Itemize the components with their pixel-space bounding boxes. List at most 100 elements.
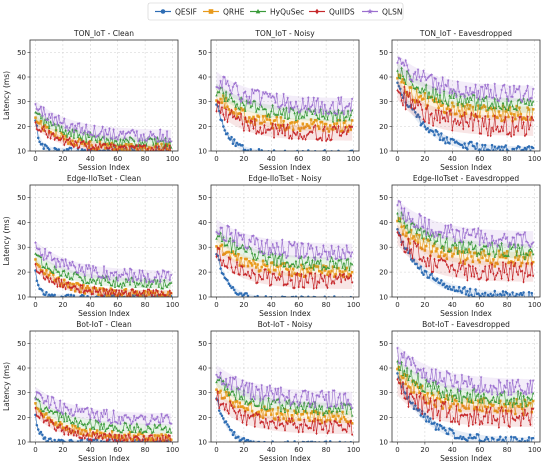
data-point: [300, 422, 303, 426]
data-point: [223, 99, 226, 103]
data-point: [475, 232, 479, 236]
data-point: [226, 132, 229, 135]
data-point: [422, 389, 425, 393]
data-point: [138, 151, 141, 154]
data-point: [139, 413, 143, 417]
data-point: [293, 395, 297, 399]
data-point: [109, 271, 113, 275]
data-point: [519, 423, 522, 427]
data-point: [254, 258, 258, 261]
data-point: [453, 246, 457, 249]
data-point: [149, 433, 152, 437]
data-point: [257, 273, 261, 277]
data-point: [334, 257, 338, 261]
data-point: [471, 90, 475, 94]
data-point: [416, 100, 420, 103]
data-point: [50, 395, 54, 399]
data-point: [152, 430, 155, 433]
data-point: [36, 108, 40, 112]
data-point: [64, 428, 67, 432]
data-point: [469, 117, 472, 121]
data-point: [124, 146, 127, 150]
data-point: [481, 97, 484, 100]
data-point: [503, 293, 506, 297]
data-point: [53, 401, 57, 405]
y-tick-label: 30: [17, 389, 26, 397]
data-point: [245, 257, 248, 261]
data-point: [149, 280, 153, 284]
data-point: [451, 429, 454, 432]
data-point: [508, 85, 512, 89]
data-point: [293, 286, 296, 290]
data-point: [261, 90, 265, 94]
y-axis-label: Latency (ms): [2, 216, 11, 265]
data-point: [78, 137, 81, 141]
data-point: [244, 409, 247, 413]
data-point: [486, 108, 490, 111]
data-point: [101, 294, 104, 297]
data-point: [497, 243, 501, 247]
data-point: [139, 427, 143, 430]
data-point: [531, 240, 535, 244]
data-point: [71, 424, 74, 427]
data-point: [246, 408, 250, 412]
data-point: [437, 106, 440, 110]
data-point: [514, 117, 517, 121]
data-point: [97, 290, 100, 294]
x-tick-label: 100: [528, 301, 541, 309]
data-point: [290, 416, 293, 420]
data-point: [135, 435, 138, 439]
data-point: [85, 297, 88, 300]
data-point: [396, 203, 399, 207]
data-point: [456, 387, 460, 391]
data-point: [315, 119, 318, 122]
data-point: [163, 293, 166, 297]
data-point: [74, 298, 77, 301]
data-point: [308, 419, 311, 423]
data-point: [293, 121, 296, 124]
data-point: [414, 101, 417, 104]
data-point: [42, 415, 45, 419]
data-point: [83, 436, 86, 440]
data-point: [459, 94, 462, 97]
data-point: [90, 427, 93, 430]
x-tick-label: 100: [166, 446, 179, 454]
data-point: [50, 258, 54, 262]
y-tick-label: 10: [379, 294, 388, 302]
series-hyqusec: [34, 395, 173, 434]
data-point: [116, 138, 120, 141]
data-point: [444, 397, 447, 401]
data-point: [82, 294, 85, 297]
data-point: [35, 390, 39, 394]
data-point: [98, 431, 102, 434]
data-point: [250, 397, 254, 400]
data-point: [410, 392, 413, 396]
data-point: [426, 415, 429, 418]
data-point: [277, 446, 280, 449]
data-point: [334, 405, 338, 408]
data-point: [64, 140, 67, 144]
axes-frame: [210, 330, 360, 443]
data-point: [262, 154, 265, 157]
x-tick-label: 40: [267, 155, 276, 163]
data-point: [112, 439, 115, 442]
data-point: [315, 407, 318, 411]
data-point: [73, 124, 77, 127]
data-point: [93, 285, 96, 289]
data-point: [479, 375, 483, 379]
data-point: [474, 115, 477, 119]
data-point: [60, 137, 63, 141]
data-point: [220, 239, 224, 243]
data-point: [409, 222, 413, 225]
data-point: [424, 371, 428, 375]
data-point: [429, 400, 432, 403]
data-point: [36, 136, 40, 140]
data-point: [135, 290, 139, 293]
data-point: [94, 411, 98, 415]
data-point: [38, 391, 42, 395]
data-point: [223, 118, 226, 122]
data-point: [514, 402, 517, 405]
x-tick-label: 20: [239, 446, 248, 454]
data-point: [483, 405, 487, 408]
